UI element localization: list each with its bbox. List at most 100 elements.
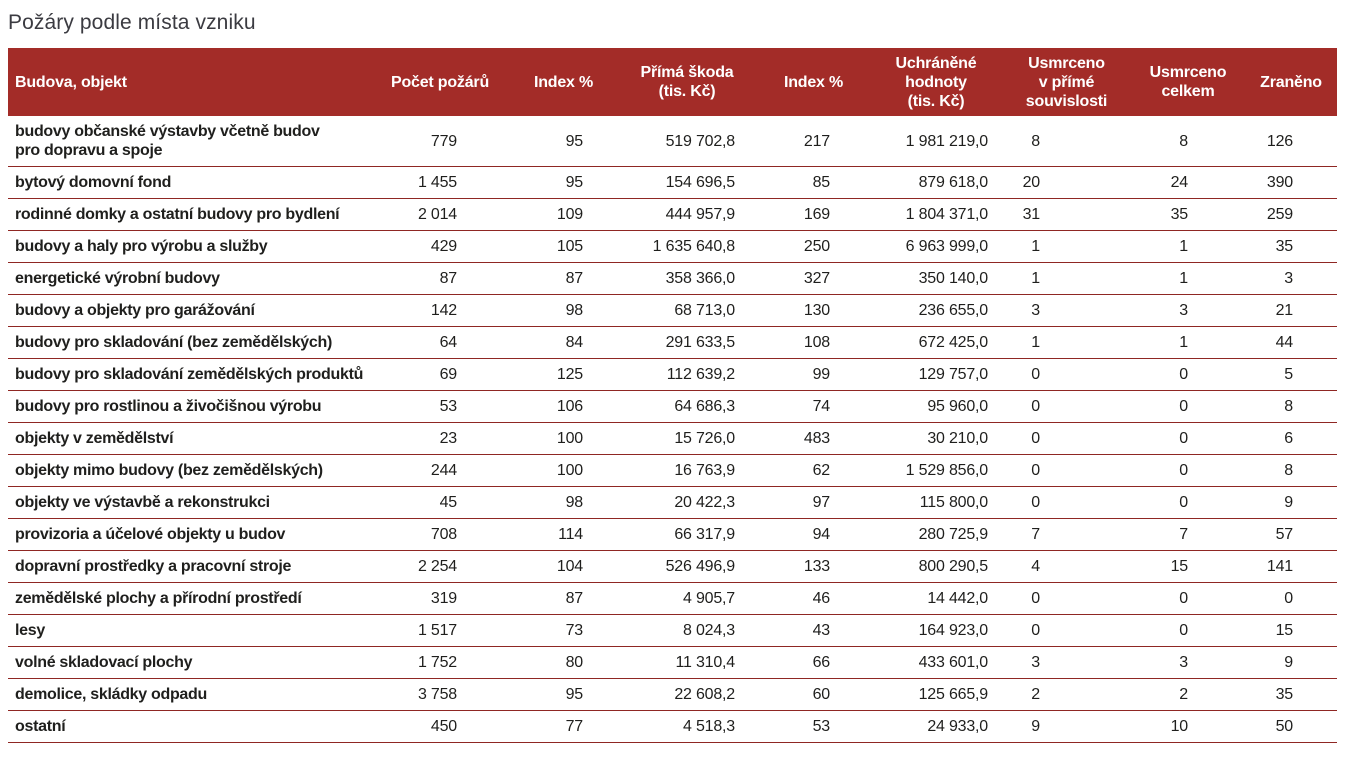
table-row: rodinné domky a ostatní budovy pro bydle… bbox=[8, 198, 1337, 231]
value-cell: 1 bbox=[1002, 230, 1131, 263]
value-cell: 2 014 bbox=[370, 198, 510, 231]
value-cell: 11 310,4 bbox=[617, 646, 757, 679]
value-cell: 1 bbox=[1131, 326, 1245, 359]
value-cell: 4 905,7 bbox=[617, 582, 757, 615]
value-cell: 87 bbox=[370, 262, 510, 295]
value-cell: 10 bbox=[1131, 710, 1245, 743]
value-cell: 0 bbox=[1131, 422, 1245, 455]
value-cell: 8 024,3 bbox=[617, 614, 757, 647]
value-cell: 0 bbox=[1002, 390, 1131, 423]
value-cell: 43 bbox=[757, 614, 870, 647]
value-cell: 125 665,9 bbox=[870, 678, 1002, 711]
value-cell: 23 bbox=[370, 422, 510, 455]
value-cell: 2 bbox=[1002, 678, 1131, 711]
value-cell: 3 758 bbox=[370, 678, 510, 711]
column-header-index-1: Index % bbox=[510, 48, 617, 116]
value-cell: 879 618,0 bbox=[870, 166, 1002, 199]
value-cell: 9 bbox=[1245, 486, 1337, 519]
value-cell: 125 bbox=[510, 358, 617, 391]
value-cell: 95 bbox=[510, 678, 617, 711]
value-cell: 3 bbox=[1131, 294, 1245, 327]
table-header: Budova, objekt Počet požárů Index % Přím… bbox=[8, 48, 1337, 116]
value-cell: 87 bbox=[510, 582, 617, 615]
value-cell: 35 bbox=[1131, 198, 1245, 231]
row-label: lesy bbox=[8, 614, 370, 647]
value-cell: 50 bbox=[1245, 710, 1337, 743]
value-cell: 74 bbox=[757, 390, 870, 423]
value-cell: 8 bbox=[1245, 390, 1337, 423]
row-label: budovy a objekty pro garážování bbox=[8, 294, 370, 327]
value-cell: 64 686,3 bbox=[617, 390, 757, 423]
column-header-saved-values: Uchráněné hodnoty (tis. Kč) bbox=[870, 48, 1002, 116]
value-cell: 31 bbox=[1002, 198, 1131, 231]
value-cell: 5 bbox=[1245, 358, 1337, 391]
value-cell: 169 bbox=[757, 198, 870, 231]
value-cell: 8 bbox=[1131, 116, 1245, 167]
value-cell: 164 923,0 bbox=[870, 614, 1002, 647]
value-cell: 85 bbox=[757, 166, 870, 199]
table-row: zemědělské plochy a přírodní prostředí 31… bbox=[8, 582, 1337, 615]
table-row: lesy 1 517 73 8 024,3 43 164 923,0 0 0 15 bbox=[8, 614, 1337, 647]
value-cell: 390 bbox=[1245, 166, 1337, 199]
value-cell: 1 517 bbox=[370, 614, 510, 647]
value-cell: 3 bbox=[1002, 646, 1131, 679]
table-row: demolice, skládky odpadu 3 758 95 22 608,2 6… bbox=[8, 678, 1337, 711]
value-cell: 0 bbox=[1131, 358, 1245, 391]
table-row: bytový domovní fond 1 455 95 154 696,5 85 879… bbox=[8, 166, 1337, 199]
row-label: budovy občanské výstavby včetně budov pr… bbox=[8, 116, 370, 167]
value-cell: 24 bbox=[1131, 166, 1245, 199]
value-cell: 105 bbox=[510, 230, 617, 263]
table-row: objekty ve výstavbě a rekonstrukci 45 98 20… bbox=[8, 486, 1337, 519]
value-cell: 69 bbox=[370, 358, 510, 391]
value-cell: 3 bbox=[1131, 646, 1245, 679]
value-cell: 141 bbox=[1245, 550, 1337, 583]
value-cell: 100 bbox=[510, 422, 617, 455]
value-cell: 0 bbox=[1131, 614, 1245, 647]
value-cell: 450 bbox=[370, 710, 510, 743]
value-cell: 0 bbox=[1245, 582, 1337, 615]
value-cell: 244 bbox=[370, 454, 510, 487]
value-cell: 73 bbox=[510, 614, 617, 647]
value-cell: 8 bbox=[1002, 116, 1131, 167]
value-cell: 95 bbox=[510, 166, 617, 199]
value-cell: 106 bbox=[510, 390, 617, 423]
value-cell: 35 bbox=[1245, 678, 1337, 711]
value-cell: 1 455 bbox=[370, 166, 510, 199]
value-cell: 20 bbox=[1002, 166, 1131, 199]
value-cell: 1 804 371,0 bbox=[870, 198, 1002, 231]
value-cell: 20 422,3 bbox=[617, 486, 757, 519]
value-cell: 0 bbox=[1002, 582, 1131, 615]
value-cell: 0 bbox=[1002, 614, 1131, 647]
table-row: dopravní prostředky a pracovní stroje 2 2… bbox=[8, 550, 1337, 583]
table-header-row: Budova, objekt Počet požárů Index % Přím… bbox=[8, 48, 1337, 116]
value-cell: 16 763,9 bbox=[617, 454, 757, 487]
value-cell: 94 bbox=[757, 518, 870, 551]
value-cell: 14 442,0 bbox=[870, 582, 1002, 615]
column-header-killed-total: Usmrceno celkem bbox=[1131, 48, 1245, 116]
page: Požáry podle místa vzniku Budova, objekt… bbox=[0, 11, 1345, 743]
value-cell: 327 bbox=[757, 262, 870, 295]
table-row: objekty v zemědělství 23 100 15 726,0 483 30 … bbox=[8, 422, 1337, 455]
value-cell: 483 bbox=[757, 422, 870, 455]
column-header-building-object: Budova, objekt bbox=[8, 48, 370, 116]
value-cell: 1 981 219,0 bbox=[870, 116, 1002, 167]
row-label: ostatní bbox=[8, 710, 370, 743]
row-label: demolice, skládky odpadu bbox=[8, 678, 370, 711]
value-cell: 15 726,0 bbox=[617, 422, 757, 455]
value-cell: 45 bbox=[370, 486, 510, 519]
value-cell: 22 608,2 bbox=[617, 678, 757, 711]
value-cell: 129 757,0 bbox=[870, 358, 1002, 391]
value-cell: 2 254 bbox=[370, 550, 510, 583]
value-cell: 519 702,8 bbox=[617, 116, 757, 167]
value-cell: 1 bbox=[1002, 326, 1131, 359]
column-header-direct-damage: Přímá škoda (tis. Kč) bbox=[617, 48, 757, 116]
value-cell: 217 bbox=[757, 116, 870, 167]
row-label: volné skladovací plochy bbox=[8, 646, 370, 679]
table-row: budovy pro skladování (bez zemědělských)… bbox=[8, 326, 1337, 359]
value-cell: 350 140,0 bbox=[870, 262, 1002, 295]
value-cell: 100 bbox=[510, 454, 617, 487]
value-cell: 672 425,0 bbox=[870, 326, 1002, 359]
value-cell: 236 655,0 bbox=[870, 294, 1002, 327]
table-row: objekty mimo budovy (bez zemědělských) 24… bbox=[8, 454, 1337, 487]
value-cell: 800 290,5 bbox=[870, 550, 1002, 583]
